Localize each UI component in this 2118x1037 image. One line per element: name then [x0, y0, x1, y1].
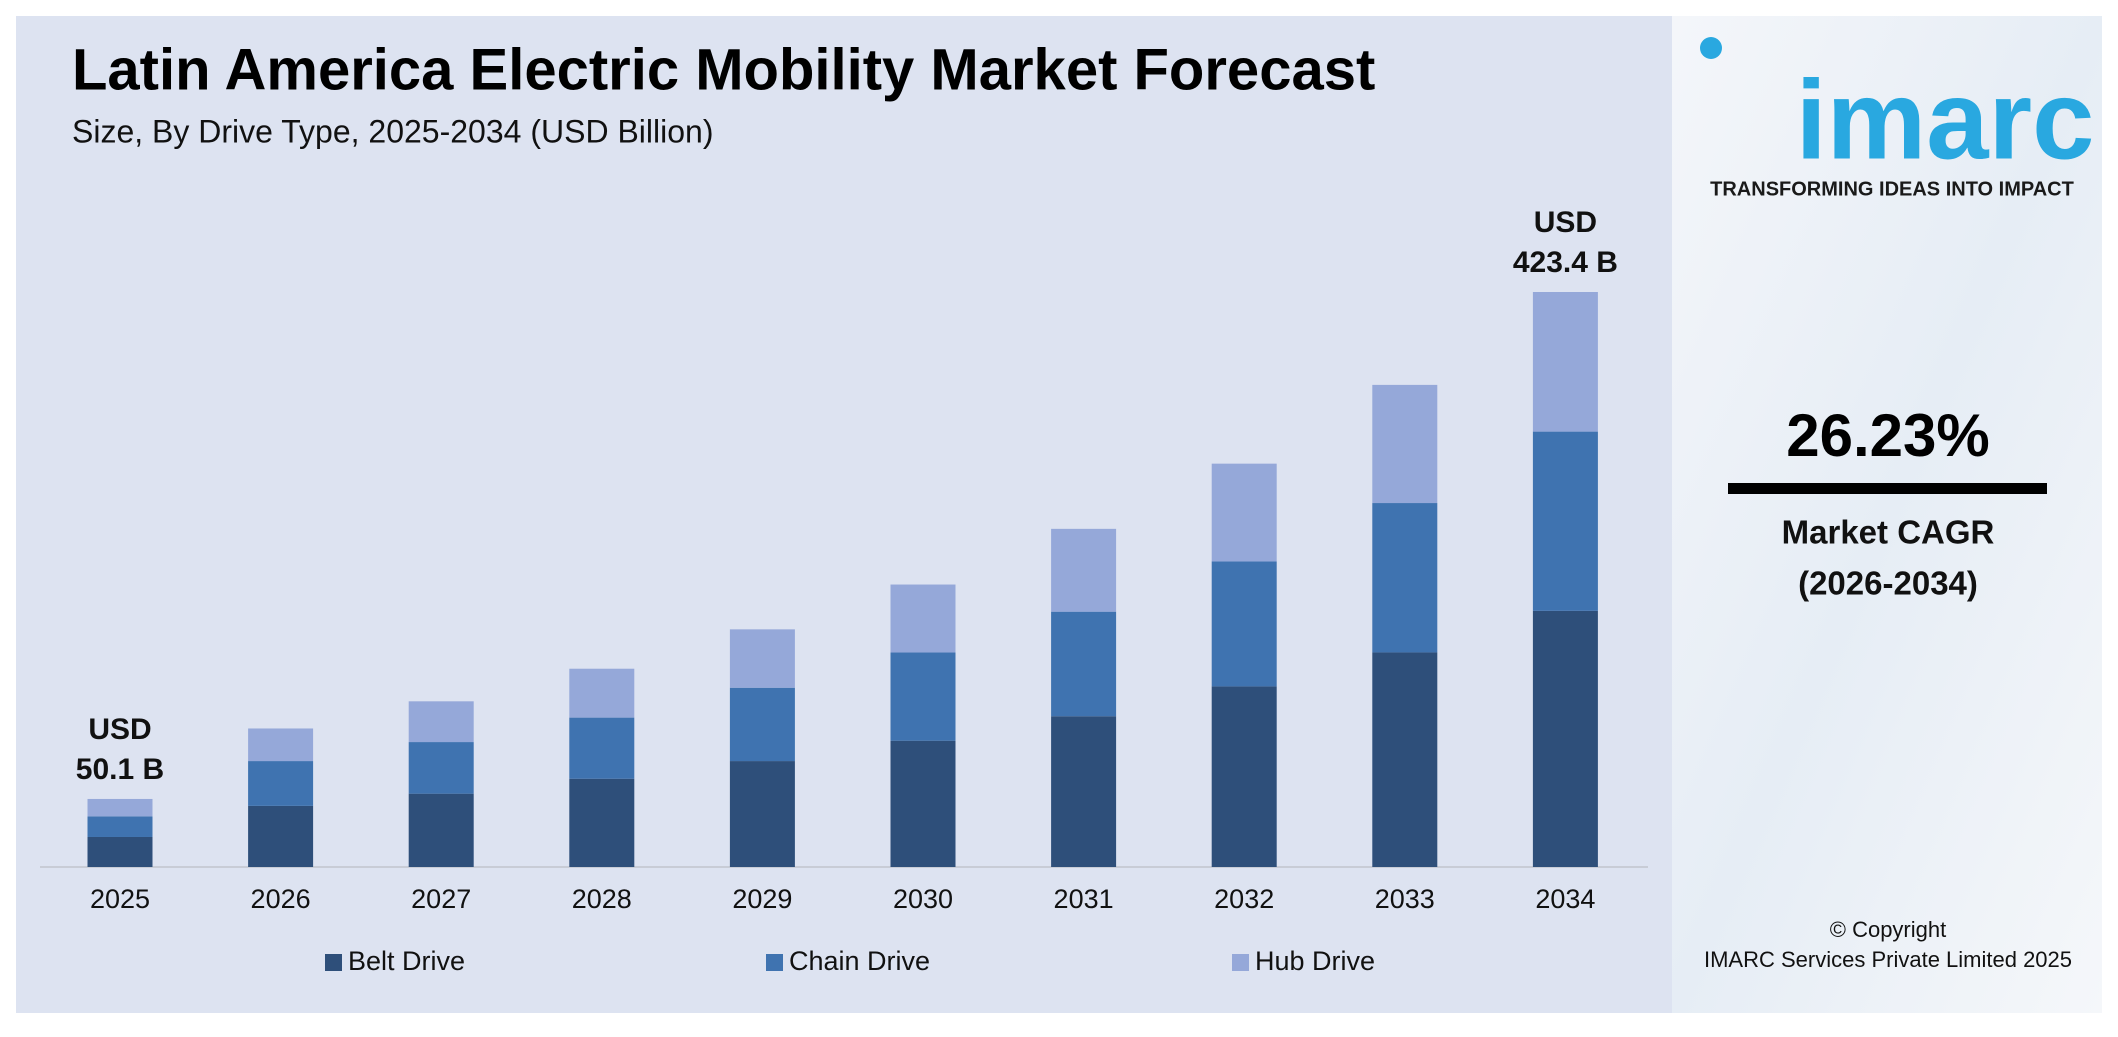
bar-segment — [1372, 384, 1438, 504]
bar-annotation: USD — [1534, 206, 1597, 239]
chart-title: Latin America Electric Mobility Market F… — [72, 37, 1375, 102]
bar-segment — [248, 728, 314, 762]
bar-annotation: USD — [88, 713, 151, 746]
bar-segment — [729, 687, 795, 762]
bar-annotation: 50.1 B — [76, 753, 164, 786]
legend-label: Hub Drive — [1255, 946, 1375, 976]
bar-segment — [1051, 716, 1117, 867]
x-tick-label: 2029 — [732, 884, 792, 914]
cagr-label: Market CAGR — [1782, 514, 1995, 551]
cagr-value: 26.23% — [1786, 402, 1990, 469]
bar-segment — [408, 793, 474, 867]
x-tick-label: 2033 — [1375, 884, 1435, 914]
bar-segment — [1211, 561, 1277, 687]
bar-segment — [729, 761, 795, 867]
logo: imarc — [1796, 58, 2095, 183]
x-tick-label: 2034 — [1535, 884, 1595, 914]
bar-segment — [569, 668, 635, 718]
x-tick-label: 2026 — [251, 884, 311, 914]
bar-segment — [729, 629, 795, 688]
bar-segment — [1372, 652, 1438, 867]
legend-swatch — [1232, 954, 1249, 971]
legend-swatch — [766, 954, 783, 971]
bar-segment — [569, 778, 635, 867]
tagline: TRANSFORMING IDEAS INTO IMPACT — [1710, 178, 2074, 200]
legend-label: Belt Drive — [348, 946, 465, 976]
bar-segment — [1532, 292, 1598, 432]
x-tick-label: 2025 — [90, 884, 150, 914]
chart-subtitle: Size, By Drive Type, 2025-2034 (USD Bill… — [72, 113, 713, 149]
bar-segment — [87, 836, 153, 867]
copyright: © Copyright — [1830, 917, 1946, 942]
bar-segment — [1211, 463, 1277, 562]
bar-segment — [1051, 528, 1117, 612]
bar-segment — [1532, 431, 1598, 611]
legend-label: Chain Drive — [789, 946, 930, 976]
bar-segment — [248, 805, 314, 867]
bar-segment — [1211, 686, 1277, 867]
bar-segment — [1051, 611, 1117, 717]
x-tick-label: 2028 — [572, 884, 632, 914]
legend-swatch — [325, 954, 342, 971]
bar-segment — [1372, 503, 1438, 653]
bar-segment — [890, 584, 956, 653]
x-tick-label: 2031 — [1054, 884, 1114, 914]
cagr-rule — [1728, 483, 2047, 494]
x-tick-label: 2030 — [893, 884, 953, 914]
bar-annotation: 423.4 B — [1513, 246, 1618, 279]
copyright-holder: IMARC Services Private Limited 2025 — [1704, 947, 2072, 972]
bar-segment — [408, 742, 474, 794]
bar-segment — [569, 717, 635, 779]
bar-segment — [248, 761, 314, 806]
cagr-period: (2026-2034) — [1798, 565, 1978, 602]
bar-segment — [87, 816, 153, 837]
bar-segment — [890, 740, 956, 867]
bar-segment — [408, 701, 474, 743]
x-tick-label: 2032 — [1214, 884, 1274, 914]
x-tick-label: 2027 — [411, 884, 471, 914]
side-panel — [1672, 16, 2102, 1013]
bar-segment — [890, 652, 956, 741]
logo-dot — [1700, 37, 1722, 59]
bar-segment — [1532, 610, 1598, 867]
bar-segment — [87, 798, 153, 817]
